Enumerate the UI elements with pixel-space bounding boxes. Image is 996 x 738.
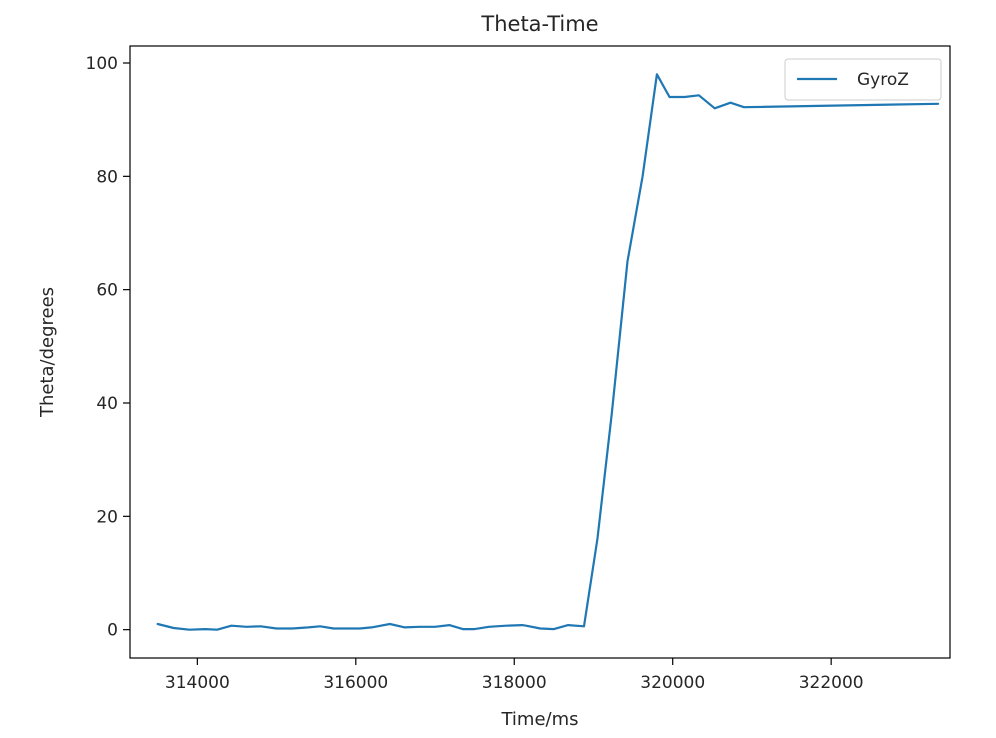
y-tick-label: 0 [107,621,118,641]
x-tick-label: 314000 [165,673,230,693]
x-axis-ticks: 314000 316000 318000 320000 322000 [165,658,864,693]
series-gyroz-line [156,73,940,631]
y-tick-label: 80 [96,167,118,187]
plot-area [156,73,940,631]
axes-frame [129,45,951,659]
chart-title: Theta-Time [480,12,598,36]
y-tick-label: 60 [96,281,118,301]
x-tick-label: 322000 [799,673,864,693]
x-tick-label: 320000 [640,673,705,693]
x-tick-label: 318000 [482,673,547,693]
y-tick-label: 20 [96,507,118,527]
y-axis-ticks: 0 20 40 60 80 100 [86,54,130,641]
legend-box [784,58,942,101]
legend-label-gyroz: GyroZ [857,70,909,90]
y-tick-label: 100 [86,54,118,74]
y-axis-label: Theta/degrees [37,287,58,418]
x-tick-label: 316000 [323,673,388,693]
y-tick-label: 40 [96,394,118,414]
x-axis-label: Time/ms [500,709,578,730]
legend: GyroZ [784,58,942,101]
